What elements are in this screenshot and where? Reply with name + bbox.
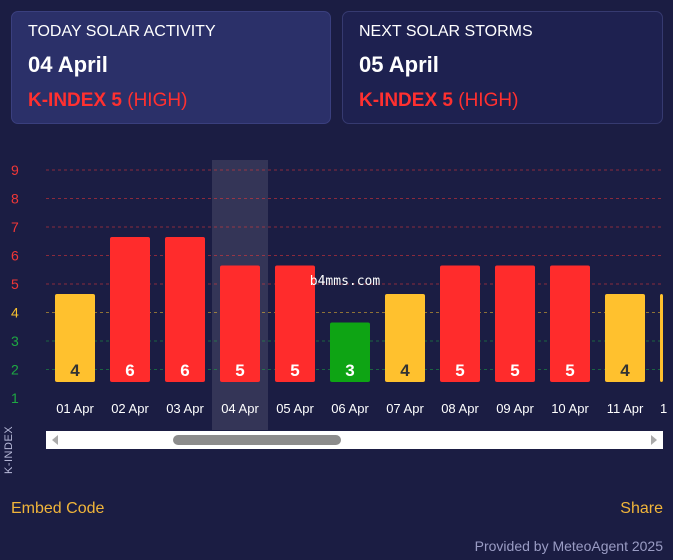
x-tick-label: 07 Apr bbox=[386, 401, 424, 416]
y-tick-label: 1 bbox=[11, 390, 19, 406]
x-tick-label: 04 Apr bbox=[221, 401, 259, 416]
bar bbox=[440, 265, 480, 382]
today-activity-card: TODAY SOLAR ACTIVITY 04 April K-INDEX 5 … bbox=[11, 11, 331, 124]
y-tick-label: 9 bbox=[11, 162, 19, 178]
y-axis-title: K-INDEX bbox=[3, 425, 15, 474]
bar bbox=[275, 265, 315, 382]
today-kindex-line: K-INDEX 5 (HIGH) bbox=[28, 89, 314, 113]
bar-data-label: 5 bbox=[455, 361, 464, 380]
x-tick-label: 01 Apr bbox=[56, 401, 94, 416]
y-tick-label: 4 bbox=[11, 305, 19, 321]
today-kindex-level: (HIGH) bbox=[127, 90, 188, 111]
bar-data-label: 3 bbox=[345, 361, 354, 380]
chevron-left-icon[interactable] bbox=[52, 435, 58, 445]
next-storms-card: NEXT SOLAR STORMS 05 April K-INDEX 5 (HI… bbox=[342, 11, 663, 124]
bar-data-label: 4 bbox=[70, 361, 80, 380]
today-card-date: 04 April bbox=[28, 52, 108, 77]
bar bbox=[220, 265, 260, 382]
next-kindex-line: K-INDEX 5 (HIGH) bbox=[359, 89, 646, 113]
bar bbox=[660, 293, 663, 382]
bar bbox=[110, 236, 150, 382]
x-tick-label: 03 Apr bbox=[166, 401, 204, 416]
scrollbar-thumb[interactable] bbox=[173, 435, 341, 445]
bar bbox=[385, 293, 425, 382]
watermark-text: b4mms.com bbox=[310, 274, 381, 289]
today-kindex-value: K-INDEX 5 bbox=[28, 90, 122, 111]
bar-data-label: 6 bbox=[125, 361, 134, 380]
kindex-bar-chart: 1 2 3 4 5 6 7 8 9 4 01 Apr 6 02 Apr 6 03 Apr 5 04 Apr 5 05… bbox=[11, 160, 667, 430]
next-kindex-level: (HIGH) bbox=[458, 90, 519, 111]
bar-data-label: 4 bbox=[400, 361, 410, 380]
x-tick-label: 10 Apr bbox=[551, 401, 589, 416]
x-tick-label: 09 Apr bbox=[496, 401, 534, 416]
chart-scrollbar[interactable] bbox=[46, 431, 663, 449]
x-tick-label: 08 Apr bbox=[441, 401, 479, 416]
chevron-right-icon[interactable] bbox=[651, 435, 657, 445]
x-tick-label: 05 Apr bbox=[276, 401, 314, 416]
next-card-title: NEXT SOLAR STORMS bbox=[359, 23, 533, 40]
x-tick-label: 06 Apr bbox=[331, 401, 369, 416]
embed-code-link[interactable]: Embed Code bbox=[11, 500, 105, 517]
today-card-title: TODAY SOLAR ACTIVITY bbox=[28, 23, 216, 40]
bar-data-label: 5 bbox=[290, 361, 299, 380]
bar bbox=[550, 265, 590, 382]
bar-data-label: 4 bbox=[620, 361, 630, 380]
bar bbox=[165, 236, 205, 382]
provided-by-credit: Provided by MeteoAgent 2025 bbox=[474, 538, 663, 554]
x-tick-label: 02 Apr bbox=[111, 401, 149, 416]
next-kindex-value: K-INDEX 5 bbox=[359, 90, 453, 111]
y-tick-label: 7 bbox=[11, 219, 19, 235]
x-tick-label: 1 bbox=[660, 401, 667, 416]
next-card-date: 05 April bbox=[359, 52, 439, 77]
bar-data-label: 5 bbox=[510, 361, 519, 380]
y-tick-label: 8 bbox=[11, 191, 19, 207]
y-tick-label: 3 bbox=[11, 333, 19, 349]
x-tick-label: 11 Apr bbox=[607, 401, 644, 416]
bar bbox=[605, 293, 645, 382]
y-tick-label: 5 bbox=[11, 276, 19, 292]
bar-data-label: 5 bbox=[235, 361, 244, 380]
bar bbox=[55, 293, 95, 382]
bar bbox=[330, 322, 370, 382]
bar bbox=[495, 265, 535, 382]
bar-data-label: 5 bbox=[565, 361, 574, 380]
bar-data-label: 6 bbox=[180, 361, 189, 380]
y-tick-label: 6 bbox=[11, 248, 19, 264]
y-tick-label: 2 bbox=[11, 362, 19, 378]
share-link[interactable]: Share bbox=[620, 500, 663, 517]
